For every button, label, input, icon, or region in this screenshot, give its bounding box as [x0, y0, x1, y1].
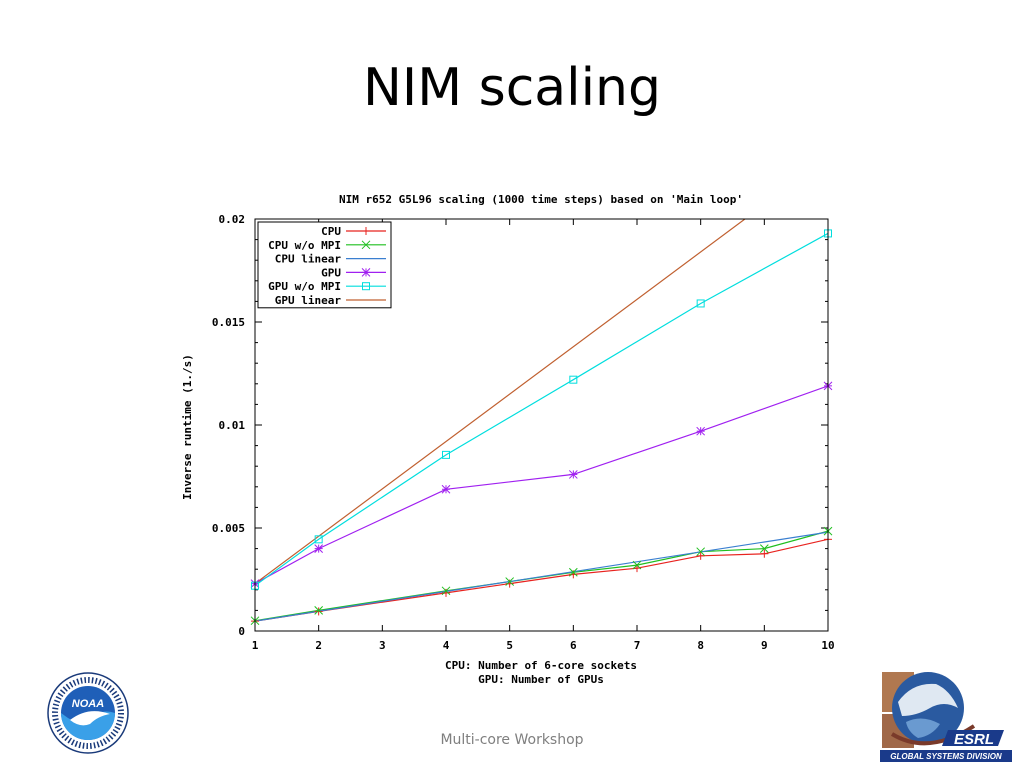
legend-box [257, 221, 392, 309]
legend-label-1: CPU w/o MPI [268, 239, 341, 252]
series-4-point-4 [696, 299, 705, 308]
series-3-point-3 [568, 470, 578, 479]
series-line-5 [255, 219, 746, 585]
y-tick-label-3: 0.015 [212, 316, 245, 329]
series-4-point-1 [314, 535, 323, 544]
x-tick-label-1: 2 [315, 639, 322, 652]
legend-marker-1 [361, 240, 371, 250]
x-axis-label-gpu: GPU: Number of GPUs [478, 673, 604, 686]
x-tick-label-6: 7 [634, 639, 641, 652]
series-line-3 [255, 385, 828, 585]
x-tick-label-7: 8 [697, 639, 704, 652]
noaa-logo: NOAA [40, 672, 136, 759]
series-1-point-4 [568, 567, 578, 577]
legend-marker-4 [362, 282, 370, 291]
esrl-logo-subtext: GLOBAL SYSTEMS DIVISION [890, 752, 1002, 761]
x-tick-label-4: 5 [506, 639, 513, 652]
esrl-logo-icon: ESRL GLOBAL SYSTEMS DIVISION [880, 672, 1012, 762]
x-tick-label-5: 6 [570, 639, 577, 652]
legend-label-0: CPU [321, 225, 341, 238]
x-tick-label-0: 1 [252, 639, 259, 652]
y-tick-label-0: 0 [238, 625, 245, 638]
series-1-point-6 [696, 547, 706, 557]
series-4-point-2 [442, 450, 450, 459]
series-0-point-6 [696, 551, 705, 560]
chart-title: NIM r652 G5L96 scaling (1000 time steps)… [339, 193, 743, 206]
series-1-point-7 [759, 544, 769, 553]
series-3-point-4 [696, 426, 706, 436]
series-3-point-1 [314, 544, 324, 553]
y-tick-label-4: 0.02 [219, 213, 246, 226]
x-axis-label-cpu: CPU: Number of 6-core sockets [445, 659, 637, 672]
x-tick-label-2: 3 [379, 639, 386, 652]
noaa-seal-icon: NOAA [47, 672, 129, 754]
legend-marker-3 [361, 268, 371, 277]
series-4-point-3 [569, 375, 578, 384]
legend-marker-0 [362, 227, 370, 235]
series-1-point-3 [505, 577, 515, 586]
x-tick-label-3: 4 [443, 639, 450, 652]
series-line-2 [255, 531, 828, 622]
y-tick-label-1: 0.005 [212, 522, 245, 535]
slide-footer: Multi-core Workshop [440, 732, 584, 748]
series-0-point-1 [314, 607, 323, 616]
slide-title: NIM scaling [362, 58, 662, 118]
legend-label-4: GPU w/o MPI [268, 280, 341, 293]
x-tick-label-9: 10 [821, 639, 834, 652]
noaa-logo-text: NOAA [72, 698, 104, 710]
series-line-4 [255, 232, 828, 587]
legend-label-5: GPU linear [275, 294, 342, 307]
series-0-point-7 [760, 549, 769, 558]
series-3-point-2 [441, 484, 451, 494]
x-tick-label-8: 9 [761, 639, 768, 652]
plot-frame [254, 218, 829, 632]
legend-label-2: CPU linear [275, 253, 342, 266]
series-1-point-2 [441, 586, 451, 596]
series-1-point-1 [314, 606, 324, 615]
legend-label-3: GPU [321, 266, 341, 279]
esrl-logo: ESRL GLOBAL SYSTEMS DIVISION [878, 664, 1014, 769]
esrl-logo-text: ESRL [954, 731, 994, 748]
series-line-0 [255, 538, 828, 622]
y-axis-label: Inverse runtime (1./s) [181, 354, 194, 500]
series-1-point-5 [632, 560, 642, 570]
y-tick-label-2: 0.01 [219, 419, 246, 432]
